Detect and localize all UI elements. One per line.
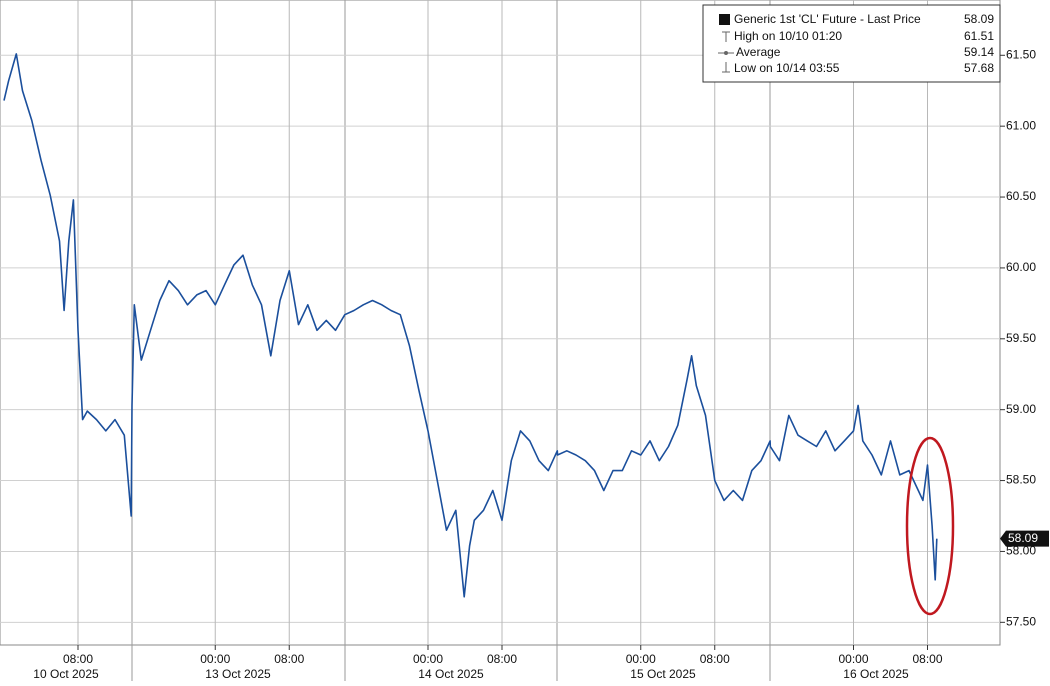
x-tick-label: 00:00 [626,652,656,666]
legend-value: 59.14 [964,45,994,59]
x-tick-label: 00:00 [838,652,868,666]
x-tick-label: 00:00 [200,652,230,666]
session-label: 14 Oct 2025 [418,667,484,681]
y-tick-label: 60.50 [1006,189,1036,203]
marks [3,53,938,598]
legend-box [702,4,1001,83]
session-label: 13 Oct 2025 [205,667,271,681]
x-tick-label: 00:00 [413,652,443,666]
legend-icon [722,31,730,42]
x-tick-label: 08:00 [912,652,942,666]
legend-label: Generic 1st 'CL' Future - Last Price [734,12,921,26]
legend-label: Low on 10/14 03:55 [734,61,840,75]
y-tick-label: 58.50 [1006,473,1036,487]
legend-value: 58.09 [964,12,994,26]
y-tick-label: 60.00 [1006,260,1036,274]
y-tick-label: 59.50 [1006,331,1036,345]
annotation-circle [905,436,955,616]
x-tick-label: 08:00 [700,652,730,666]
legend-label: Average [736,45,781,59]
y-tick-label: 61.50 [1006,47,1036,61]
x-tick-label: 08:00 [487,652,517,666]
legend-value: 57.68 [964,61,994,75]
session-label: 15 Oct 2025 [630,667,696,681]
y-tick-label: 58.00 [1006,544,1036,558]
legend-value: 61.51 [964,29,994,43]
y-tick-label: 57.50 [1006,614,1036,628]
legend-label: High on 10/10 01:20 [734,29,842,43]
legend-icon [722,62,730,73]
y-tick-label: 61.00 [1006,118,1036,132]
y-tick-label: 59.00 [1006,402,1036,416]
legend-swatch [719,14,730,25]
session-label: 16 Oct 2025 [843,667,909,681]
price-line [3,53,938,598]
legend: Generic 1st 'CL' Future - Last Price 58.… [702,4,1001,83]
session-label: 10 Oct 2025 [33,667,99,681]
plot-area [0,0,1001,646]
legend-icon [724,51,728,55]
x-tick-label: 08:00 [274,652,304,666]
last-price-tag [1000,530,1049,547]
x-tick-label: 08:00 [63,652,93,666]
last-price-label: 58.09 [1008,531,1038,545]
